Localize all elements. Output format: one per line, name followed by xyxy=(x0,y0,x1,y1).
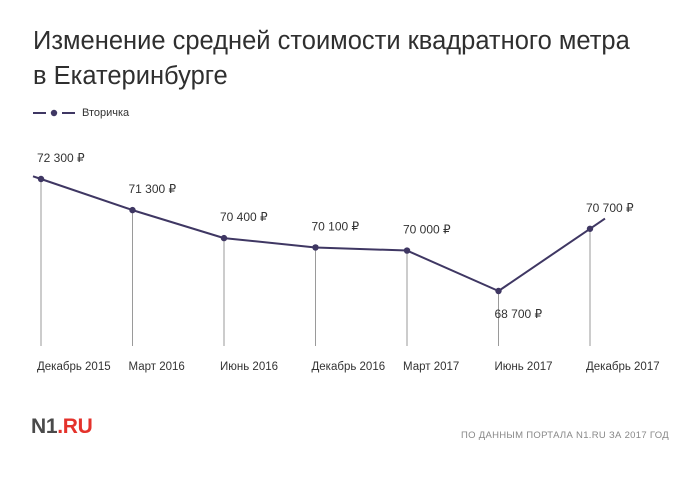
x-tick-label-4: Декабрь 2016 xyxy=(312,361,386,373)
value-label-5: 70 000 ₽ xyxy=(403,223,451,237)
value-label-6: 68 700 ₽ xyxy=(495,307,543,321)
value-label-3: 70 400 ₽ xyxy=(220,210,268,224)
x-tick-label-6: Июнь 2017 xyxy=(495,361,553,373)
series-line-end-stub xyxy=(589,217,606,230)
value-label-7: 70 700 ₽ xyxy=(586,201,634,215)
data-point-6 xyxy=(495,287,502,295)
legend-line-marker-icon xyxy=(33,109,75,117)
x-tick-label-7: Декабрь 2017 xyxy=(586,361,660,373)
x-tick-label-2: Март 2016 xyxy=(129,361,185,373)
data-source-note: ПО ДАННЫМ ПОРТАЛА N1.RU ЗА 2017 ГОД xyxy=(460,430,669,441)
data-point-7 xyxy=(586,225,594,232)
data-point-3 xyxy=(220,234,228,242)
value-label-2: 71 300 ₽ xyxy=(129,182,177,196)
chart-legend: Вторичка xyxy=(32,104,129,122)
legend-label-secondary-housing: Вторичка xyxy=(82,107,130,119)
chart-title-line-1: Изменение средней стоимости квадратного … xyxy=(33,27,630,55)
data-point-2 xyxy=(129,206,136,214)
x-tick-label-3: Июнь 2016 xyxy=(220,361,278,373)
x-tick-label-1: Декабрь 2015 xyxy=(37,361,111,373)
value-label-4: 70 100 ₽ xyxy=(312,219,360,233)
logo-ru-text: .RU xyxy=(57,415,93,438)
series-line-start-stub xyxy=(32,175,42,180)
logo-n1-text: N1 xyxy=(31,415,58,438)
value-label-1: 72 300 ₽ xyxy=(37,151,85,165)
chart-title: Изменение средней стоимости квадратного … xyxy=(33,24,673,94)
series-line-secondary-housing xyxy=(40,178,591,292)
data-point-1 xyxy=(37,175,45,183)
n1-logo: N1 .RU xyxy=(31,415,93,439)
data-point-5 xyxy=(403,247,411,254)
data-point-4 xyxy=(312,244,319,251)
chart-title-line-2: в Екатеринбурге xyxy=(33,62,228,90)
x-tick-label-5: Март 2017 xyxy=(403,361,459,373)
